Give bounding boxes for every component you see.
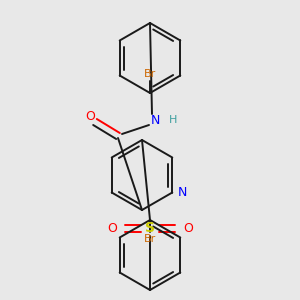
Text: O: O [85,110,95,124]
Text: N: N [177,186,187,199]
Text: Br: Br [144,69,156,79]
Text: O: O [107,221,117,235]
Text: N: N [150,113,160,127]
Text: Br: Br [144,234,156,244]
Text: O: O [183,221,193,235]
Text: S: S [145,221,155,235]
Text: H: H [169,115,177,125]
